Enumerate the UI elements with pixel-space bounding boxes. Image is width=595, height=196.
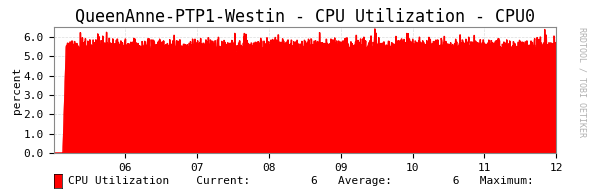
Text: CPU Utilization    Current:         6   Average:         6   Maximum:         6: CPU Utilization Current: 6 Average: 6 Ma… bbox=[68, 176, 595, 186]
Title: QueenAnne-PTP1-Westin - CPU Utilization - CPU0: QueenAnne-PTP1-Westin - CPU Utilization … bbox=[75, 8, 535, 26]
Text: RRDTOOL / TOBI OETIKER: RRDTOOL / TOBI OETIKER bbox=[577, 27, 586, 137]
Y-axis label: percent: percent bbox=[12, 66, 22, 114]
